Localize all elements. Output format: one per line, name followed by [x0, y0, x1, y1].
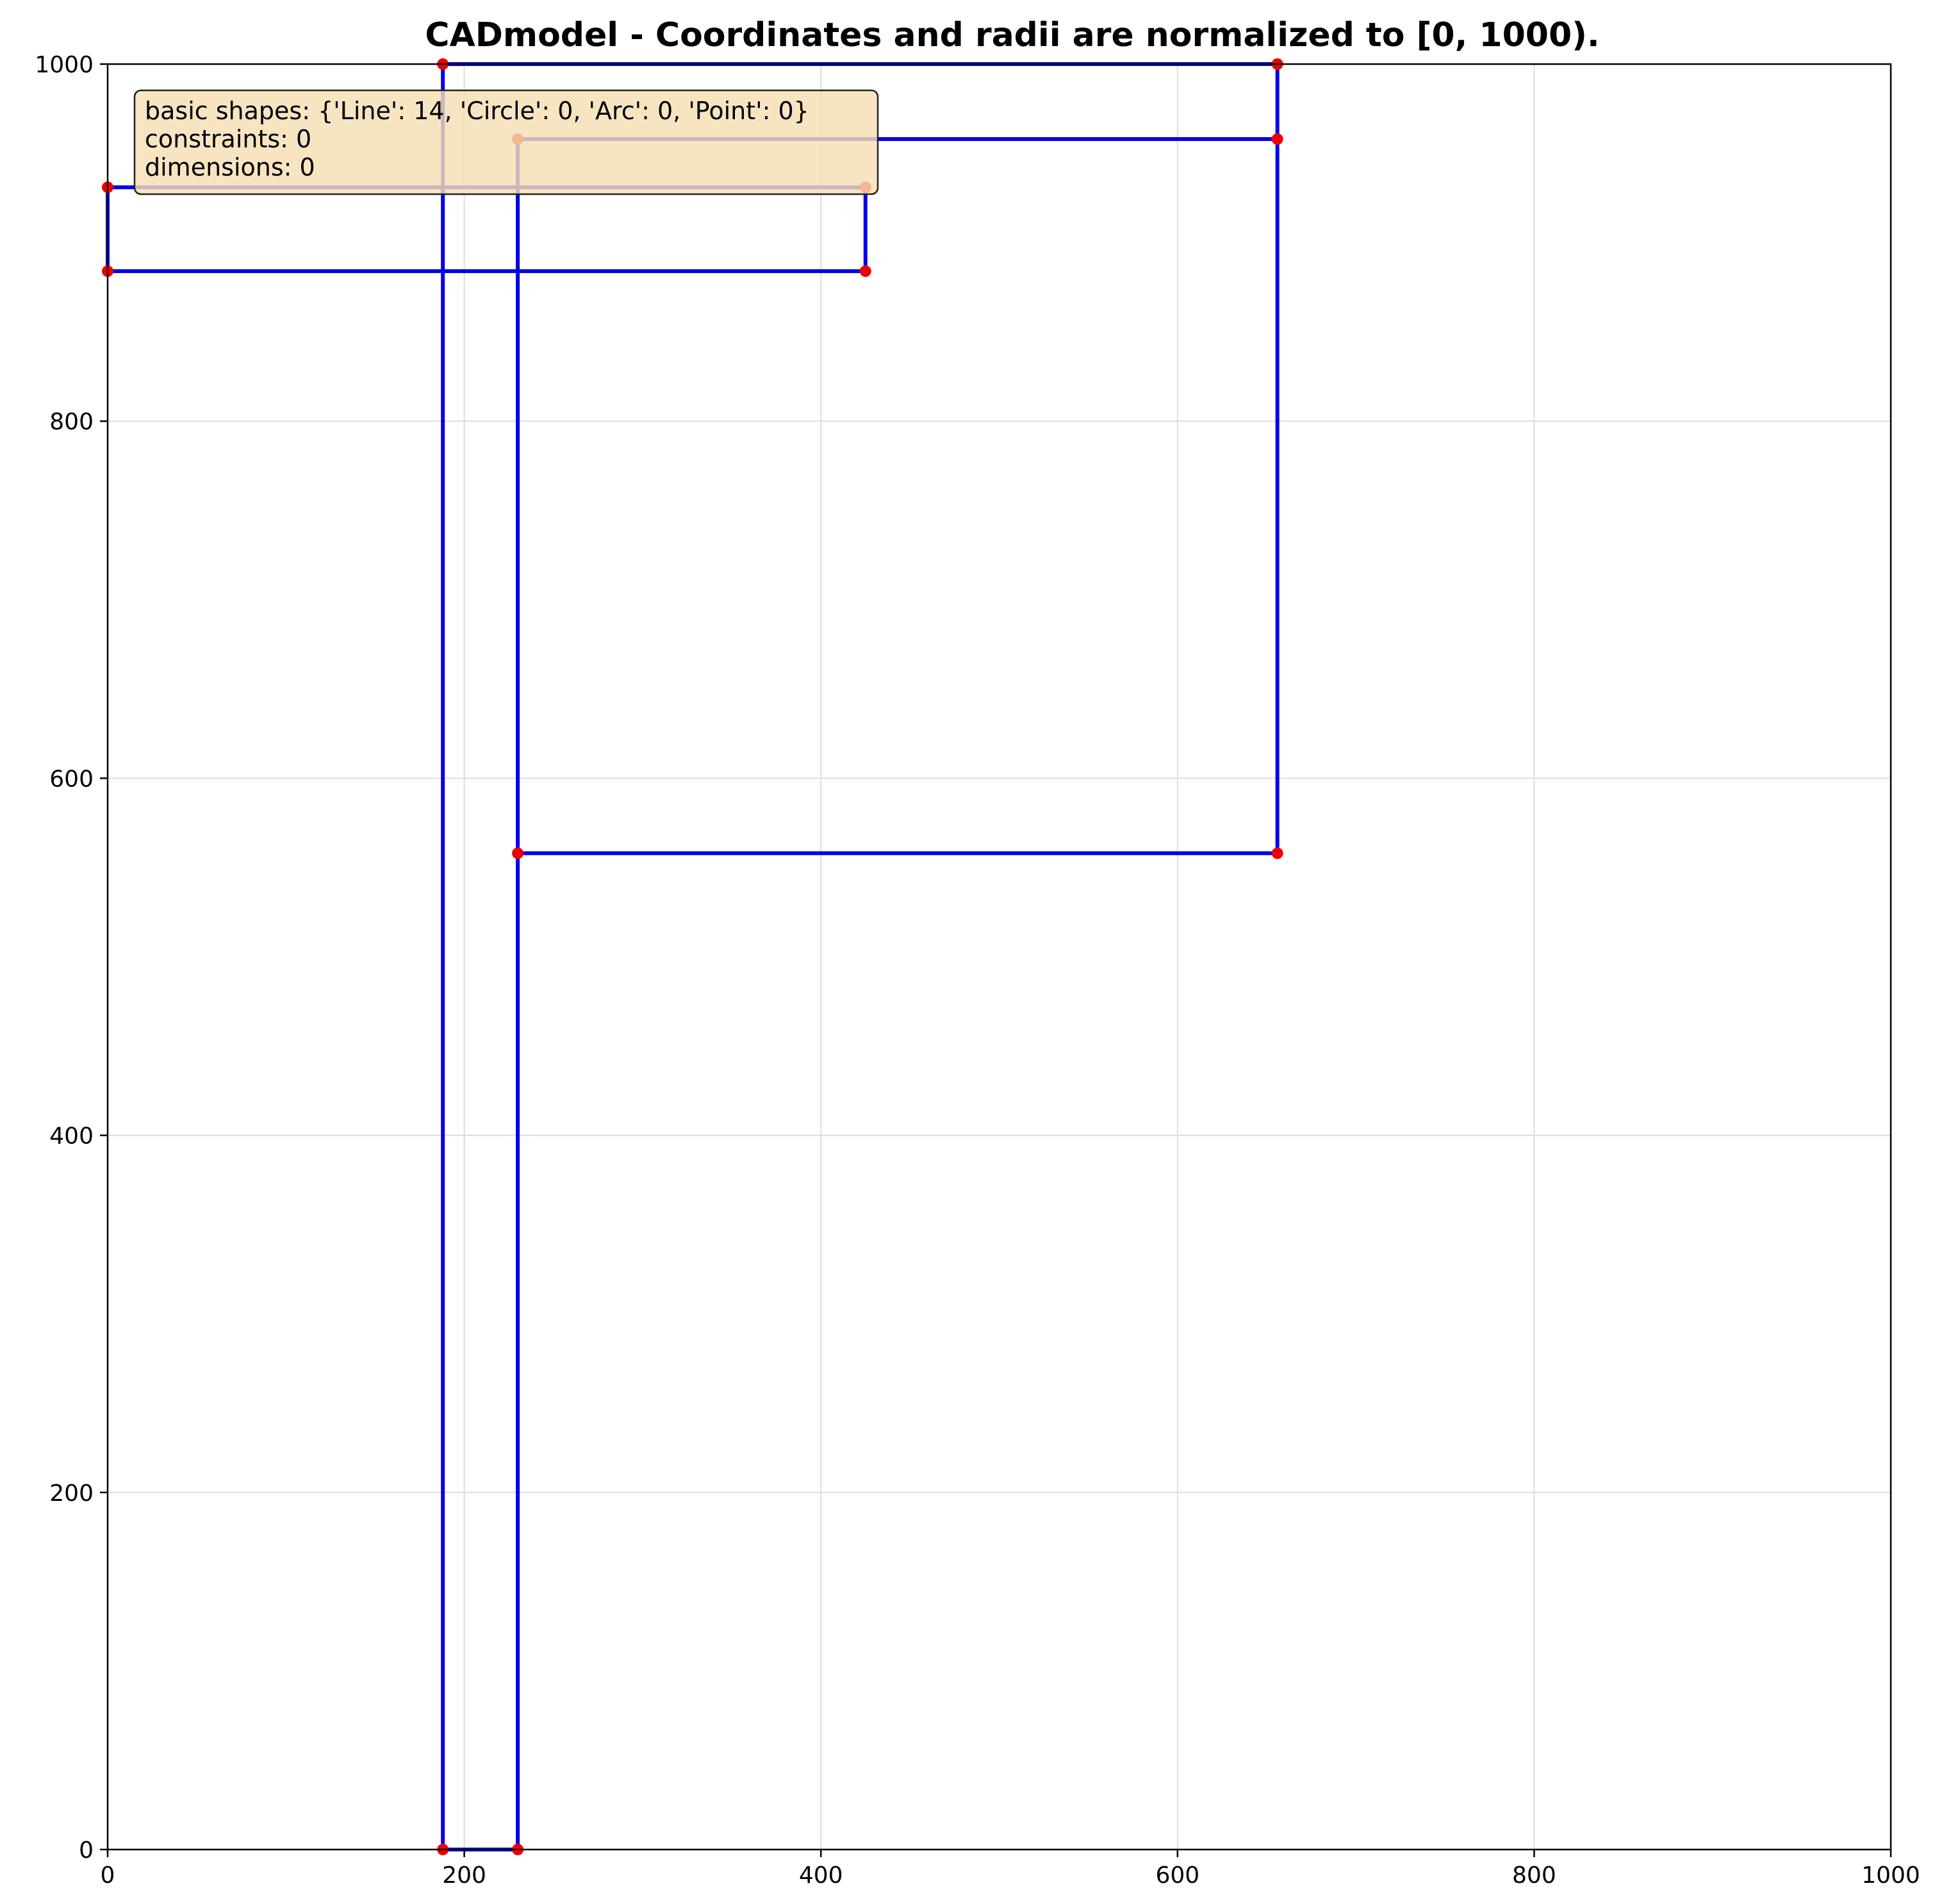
- y-tick-label: 400: [49, 1123, 94, 1150]
- info-dimensions-text: dimensions: 0: [145, 153, 315, 181]
- x-tick-label: 600: [1155, 1862, 1199, 1889]
- plot-frame: [106, 63, 1892, 1851]
- x-tick-label: 1000: [1861, 1862, 1920, 1889]
- grid-lines: [107, 63, 1891, 1850]
- info-shapes-text: basic shapes: {'Line': 14, 'Circle': 0, …: [145, 97, 809, 125]
- x-tick-label: 400: [799, 1862, 843, 1889]
- y-tick-label: 800: [49, 409, 94, 435]
- chart-title: CADmodel - Coordinates and radii are nor…: [425, 16, 1599, 54]
- endpoints: [102, 58, 1283, 1855]
- axis-ticks: 0 200 400 600 800 1000 0 200 400 600 800 1000: [35, 52, 1920, 1889]
- x-tick-label: 0: [101, 1862, 115, 1889]
- endpoint-marker: [1271, 847, 1283, 859]
- line-segments: [106, 62, 1280, 1851]
- endpoint-marker: [1271, 133, 1283, 145]
- y-tick-label: 600: [49, 766, 94, 792]
- y-tick-label: 1000: [35, 52, 94, 78]
- y-tick-label: 0: [79, 1837, 94, 1864]
- y-tick-label: 200: [49, 1480, 94, 1507]
- endpoint-marker: [859, 265, 871, 277]
- endpoint-marker: [512, 847, 524, 859]
- info-constraints-text: constraints: 0: [145, 125, 311, 153]
- info-box-background: [133, 89, 879, 195]
- x-tick-label: 800: [1512, 1862, 1556, 1889]
- x-tick-label: 200: [442, 1862, 486, 1889]
- info-box: basic shapes: {'Line': 14, 'Circle': 0, …: [133, 89, 879, 195]
